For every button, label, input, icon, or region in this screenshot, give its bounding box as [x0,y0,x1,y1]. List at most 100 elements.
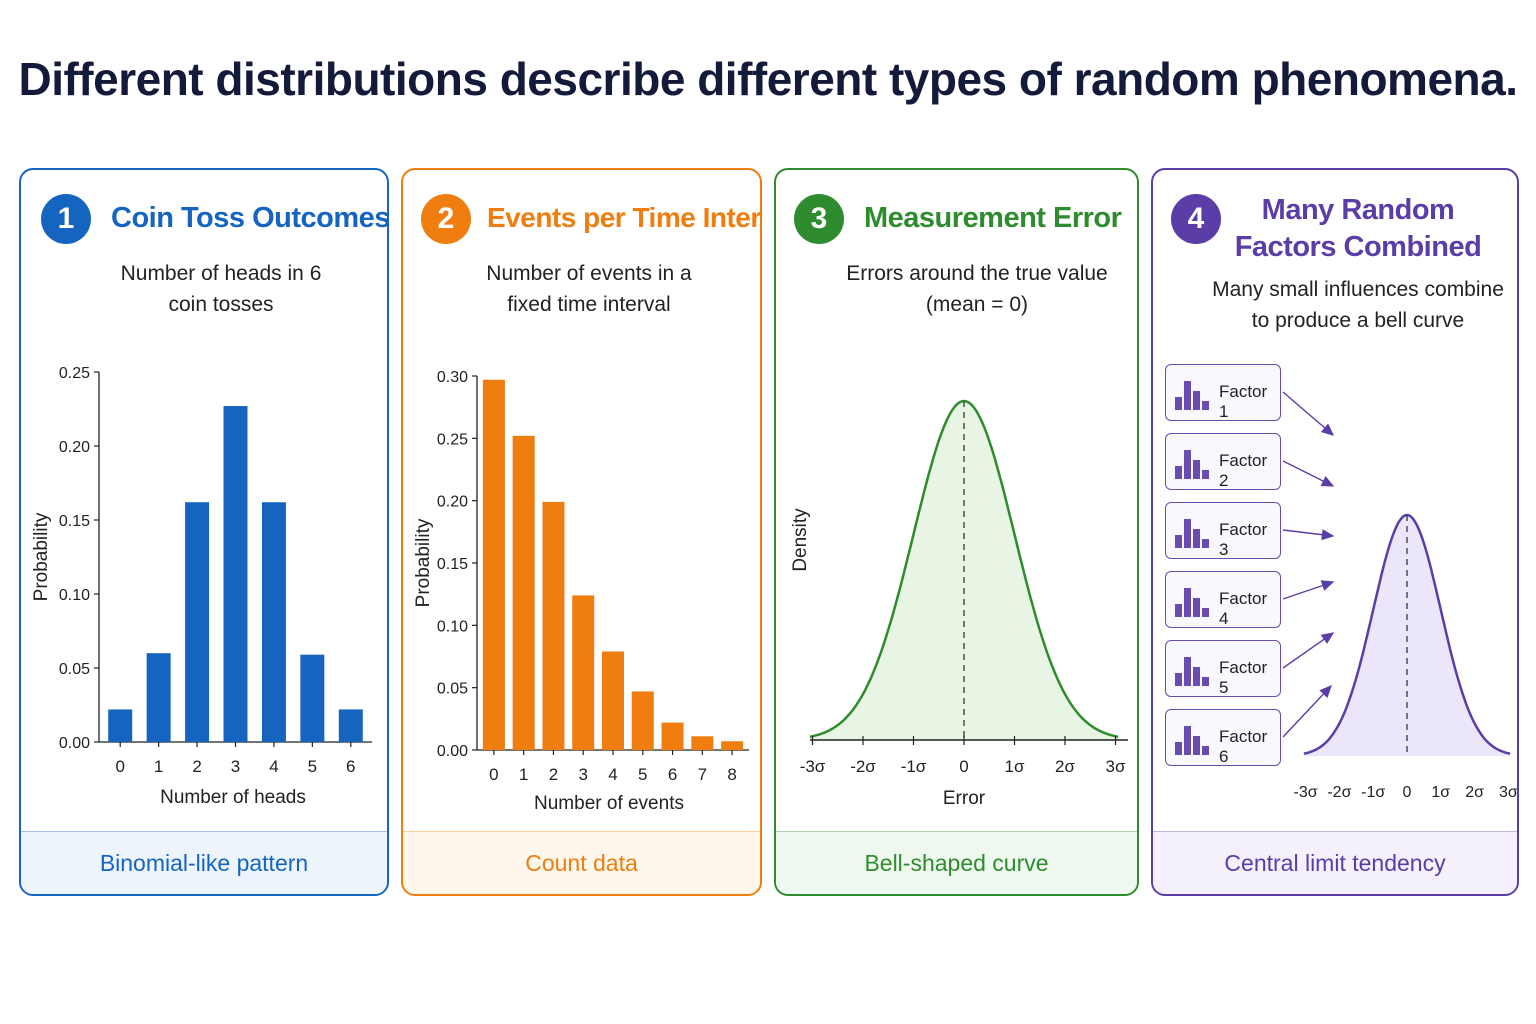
panel-subtitle: Number of events in a fixed time interva… [486,262,692,316]
x-tick-label: -1σ [1361,784,1385,801]
panel-title: Events per Time Interval [487,202,761,233]
x-tick-label: 0 [489,765,498,784]
x-tick-label: 4 [269,757,278,776]
x-tick-label: 2 [549,765,558,784]
x-tick-label: 2 [192,757,201,776]
x-tick-label: 3 [231,757,240,776]
x-axis-label: Error [943,788,986,809]
x-tick-label: 3σ [1499,784,1518,801]
events-bar-chart: 0.00 0.05 0.10 0.15 0.20 0.25 0.30 0 1 2 3 4 5 6 7 8 Num… [413,369,749,814]
x-tick-label: 6 [668,765,677,784]
bar [631,691,654,750]
x-tick-label: 2σ [1465,784,1484,801]
page-title: Different distributions describe differe… [18,53,1518,105]
y-tick-label: 0.15 [437,556,468,573]
y-tick-label: 0.00 [437,743,468,760]
density-fill-area [1303,515,1511,756]
panel-number-badge: 4 [1171,194,1221,244]
panel-measurement-error: 3 Measurement Error Errors around the tr… [774,168,1139,896]
panel-footer: Count data [403,831,760,894]
bar [572,595,595,750]
bar [223,406,248,742]
bar [602,651,624,750]
factor-arrow [1282,529,1335,541]
x-tick-label: -2σ [1327,784,1351,801]
factor-box: Factor 3 [1165,502,1281,559]
panel-subtitle: Many small influences combine to produce… [1212,278,1504,332]
factor-box: Factor 2 [1165,433,1281,490]
panel-title: Many Random Factors Combined [1234,194,1482,263]
y-axis-label: Density [790,508,811,572]
x-tick-label: -3σ [800,757,826,776]
x-axis-label: Number of heads [160,787,306,808]
x-tick-label: 5 [308,757,317,776]
factor-box: Factor 5 [1165,640,1281,697]
coin-toss-bar-chart: 0.00 0.05 0.10 0.15 0.20 0.25 0 1 2 3 4 5 6 Number of… [31,365,372,808]
bar [512,435,535,750]
bar [482,379,505,750]
factor-arrow [1282,684,1332,738]
factor-label: Factor 4 [1219,589,1268,628]
x-tick-label: 0 [959,757,968,776]
mini-histogram-icon [1175,519,1209,548]
clt-density-chart: -3σ -2σ -1σ 0 1σ 2σ 3σ [1282,391,1518,801]
y-tick-label: 0.30 [437,369,468,386]
bar [661,722,684,750]
panel-number-badge: 3 [794,194,844,244]
x-tick-label: 1σ [1005,757,1025,776]
panel-subtitle: Errors around the true value (mean = 0) [846,262,1108,316]
panel-coin-toss: 1 Coin Toss Outcomes Number of heads in … [19,168,389,896]
bar [691,736,714,750]
bar [542,501,565,750]
panel-footer: Central limit tendency [1153,831,1517,894]
x-tick-label: 2σ [1055,757,1075,776]
x-tick-label: 3 [578,765,587,784]
x-tick-label: 1 [154,757,163,776]
y-tick-label: 0.20 [437,494,468,511]
factor-box: Factor 1 [1165,364,1281,421]
panel-title: Coin Toss Outcomes [111,202,389,234]
bar [721,741,744,750]
y-tick-label: 0.25 [437,431,468,448]
factor-label: Factor 1 [1219,382,1268,421]
factor-box: Factor 4 [1165,571,1281,628]
x-tick-label: -2σ [850,757,876,776]
panel-many-factors: 4 Many Random Factors Combined Many smal… [1151,168,1519,896]
x-axis-label: Number of events [534,793,684,814]
x-tick-label: -1σ [901,757,927,776]
factor-label: Factor 6 [1219,727,1268,766]
y-tick-label: 0.05 [59,661,90,678]
bar [108,709,133,742]
y-tick-label: 0.15 [59,513,90,530]
x-tick-label: 7 [698,765,707,784]
factor-arrow [1282,391,1335,436]
y-axis-label: Probability [31,512,52,601]
x-tick-label: 1 [519,765,528,784]
panel-footer: Bell-shaped curve [776,831,1137,894]
factor-label: Factor 3 [1219,520,1268,559]
x-tick-label: 0 [115,757,124,776]
factor-label: Factor 5 [1219,658,1268,697]
x-tick-label: 8 [727,765,736,784]
panel-subtitle: Number of heads in 6 coin tosses [120,262,322,316]
bar [146,653,171,742]
mini-histogram-icon [1175,657,1209,686]
y-tick-label: 0.05 [437,681,468,698]
panel-title: Measurement Error [864,202,1122,234]
panel-footer: Binomial-like pattern [21,831,387,894]
panel-events-per-interval: 2 Events per Time Interval Number of eve… [401,168,762,896]
y-tick-label: 0.25 [59,365,90,382]
x-tick-label: 3σ [1106,757,1126,776]
factor-arrow [1282,460,1335,487]
y-axis-label: Probability [413,518,434,607]
bar [261,502,286,742]
y-tick-label: 0.10 [437,618,468,635]
mini-histogram-icon [1175,381,1209,410]
y-tick-label: 0.00 [59,735,90,752]
bar [185,502,210,742]
error-density-chart: -3σ -2σ -1σ 0 1σ 2σ 3σ Error Density [790,399,1128,809]
bar [338,709,363,742]
x-tick-label: 4 [608,765,617,784]
panel-number-badge: 1 [41,194,91,244]
mini-histogram-icon [1175,726,1209,755]
